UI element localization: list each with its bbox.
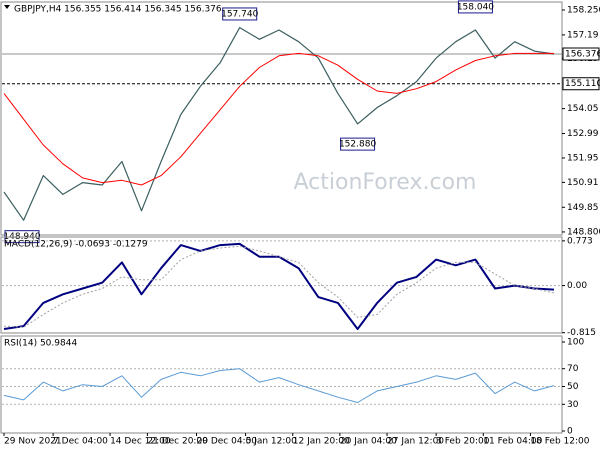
series-line [3, 52, 554, 186]
series-line [3, 368, 555, 403]
y-tick-label: 100 [567, 338, 584, 348]
y-tick-label: 152.99 [567, 129, 599, 139]
y-tick-label: 157.19 [567, 30, 599, 40]
price-label: 155.110 [565, 79, 600, 89]
y-tick-label: 154.05 [567, 104, 599, 114]
panel-frame [0, 1, 563, 236]
series-line [3, 245, 555, 328]
x-tick-label: 29 Dec 04:00 [197, 437, 258, 447]
y-tick-label: -0.815 [567, 328, 596, 338]
x-tick-label: 21 Dec 20:00 [147, 437, 208, 447]
price-label-box [562, 47, 600, 61]
annotation-box [340, 137, 376, 151]
price-label-box [562, 77, 600, 91]
symbol-arrow [4, 5, 10, 9]
x-tick-label: 18 Feb 12:00 [530, 437, 589, 447]
x-tick-label: 20 Jan 04:00 [340, 437, 397, 447]
x-tick-label: 5 Jan 12:00 [246, 437, 298, 447]
y-tick-label: 0 [567, 427, 573, 437]
y-tick-label: 50 [567, 382, 579, 392]
annotation-box [457, 0, 493, 14]
x-tick-label: 29 Nov 2021 [4, 437, 62, 447]
x-tick-label: 3 Feb 20:00 [436, 437, 490, 447]
series-line [3, 27, 555, 221]
x-tick-label: 14 Dec 12:00 [110, 437, 171, 447]
annotation-label: 157.740 [221, 9, 258, 19]
annotation-label: 158.040 [457, 2, 494, 12]
panel-frame [0, 335, 563, 434]
panel-title: MACD(12,26,9) -0.0693 -0.1279 [4, 240, 148, 250]
x-tick-label: 27 Jan 12:00 [387, 437, 444, 447]
x-tick-label: 11 Feb 04:00 [483, 437, 542, 447]
y-tick-label: 151.95 [567, 153, 599, 163]
annotation-box [222, 7, 258, 21]
panel-title: RSI(14) 50.9844 [4, 339, 77, 349]
y-tick-label: 158.250 [567, 5, 600, 15]
y-tick-label: 150.91 [567, 178, 599, 188]
y-tick-label: 0.773 [567, 236, 593, 246]
y-tick-label: 70 [567, 364, 579, 374]
price-label: 156.376 [565, 50, 600, 60]
annotation-label: 152.880 [339, 140, 376, 150]
x-tick-label: 7 Dec 04:00 [53, 437, 108, 447]
y-tick-label: 30 [567, 400, 579, 410]
x-tick-label: 12 Jan 20:00 [293, 437, 350, 447]
y-tick-label: 148.800 [567, 227, 600, 237]
panel-title: GBPJPY,H4 156.355 156.414 156.345 156.37… [14, 5, 222, 15]
series-line [3, 242, 555, 330]
panel-frame [0, 236, 563, 334]
watermark: ActionForex.com [294, 170, 477, 195]
y-tick-label: 0.00 [567, 281, 587, 291]
y-tick-label: 149.85 [567, 203, 599, 213]
